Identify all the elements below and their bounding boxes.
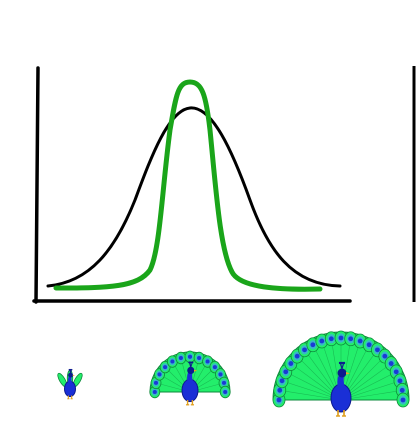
peacock-large-feather-eye-center: [366, 342, 372, 348]
peacock-large-crest-tip: [340, 361, 344, 365]
peacock-large-feather-eye-center: [357, 338, 363, 344]
y-axis: [34, 66, 40, 304]
peacock-large-feather-eye-center: [328, 336, 334, 342]
peacock-large-feather-eye-center: [393, 369, 399, 375]
peacock-large-body: [330, 383, 352, 413]
peacock-large-crest-tip: [338, 361, 342, 365]
peacock-medium-crest-tip: [191, 361, 194, 364]
peacock-medium-crest-tip: [188, 361, 191, 364]
peacock-medium-feather-eye-center: [157, 372, 162, 377]
peacock-medium-feather-eye-center: [152, 389, 157, 395]
peacock-large-feather-eye-center: [375, 347, 380, 353]
peacock-medium-beak: [194, 369, 198, 372]
peacocks-group: [57, 330, 410, 417]
peacock-medium-feather-eye-center: [218, 372, 223, 377]
peacock-small-crest-tip: [68, 368, 71, 371]
narrow-bell-curve: [53, 79, 323, 292]
peacock-medium-feather-eye-center: [153, 380, 159, 385]
peacock-large-feather-eye-center: [310, 342, 316, 348]
peacock-large: [272, 330, 410, 417]
peacock-medium-head: [187, 366, 195, 374]
peacock-medium-body: [181, 378, 199, 403]
peacock-large-feather-eye-center: [348, 336, 354, 342]
wide-bell-curve: [46, 106, 342, 288]
peacock-medium-feather-eye-center: [178, 355, 183, 361]
peacock-small-neck: [67, 375, 73, 384]
peacock-medium-feather-eye-center: [163, 365, 168, 370]
peacock-small-crest-tip: [69, 368, 72, 371]
peacock-large-feather-eye-center: [288, 361, 294, 366]
peacock-medium-crest-tip: [189, 361, 192, 364]
peacock-large-feather-eye-center: [400, 397, 406, 403]
peacock-large-neck: [337, 374, 345, 388]
peacock-large-feather-eye-center: [302, 347, 307, 353]
peacock-large-feather-eye-center: [276, 397, 282, 403]
peacock-medium-feather-eye-center: [197, 355, 202, 361]
peacock-large-feather-eye-center: [277, 387, 283, 393]
peacock-large-feather-eye-center: [388, 361, 394, 366]
peacock-medium: [149, 350, 231, 406]
peacock-medium-feather-eye-center: [187, 354, 193, 359]
peacock-large-crest-tip: [342, 361, 346, 365]
peacock-small: [57, 368, 83, 400]
peacock-large-head: [337, 368, 347, 378]
peacock-large-feather-eye-center: [397, 378, 403, 384]
peacock-medium-feather-eye-center: [170, 359, 175, 364]
peacock-large-feather-eye-center: [279, 378, 285, 384]
peacock-medium-feather-eye-center: [221, 380, 227, 385]
peacock-medium-feather-eye-center: [205, 359, 210, 364]
peacock-medium-feather-eye-center: [223, 389, 228, 395]
peacock-small-crest-tip: [70, 368, 73, 371]
peacock-large-feather-eye-center: [319, 338, 325, 344]
peacock-large-feather-eye-center: [283, 369, 289, 375]
peacock-medium-neck: [187, 371, 194, 383]
peacock-small-body: [64, 380, 76, 398]
peacock-medium-feather-eye-center: [212, 365, 217, 370]
peacock-large-beak: [346, 372, 350, 375]
peacock-small-beak: [72, 374, 75, 376]
peacock-large-feather-eye-center: [338, 335, 344, 341]
peacock-large-feather-eye-center: [399, 387, 405, 393]
peacock-large-feather-eye-center: [382, 353, 388, 359]
peacock-small-head: [68, 372, 74, 378]
peacock-large-feather-eye-center: [294, 353, 300, 359]
